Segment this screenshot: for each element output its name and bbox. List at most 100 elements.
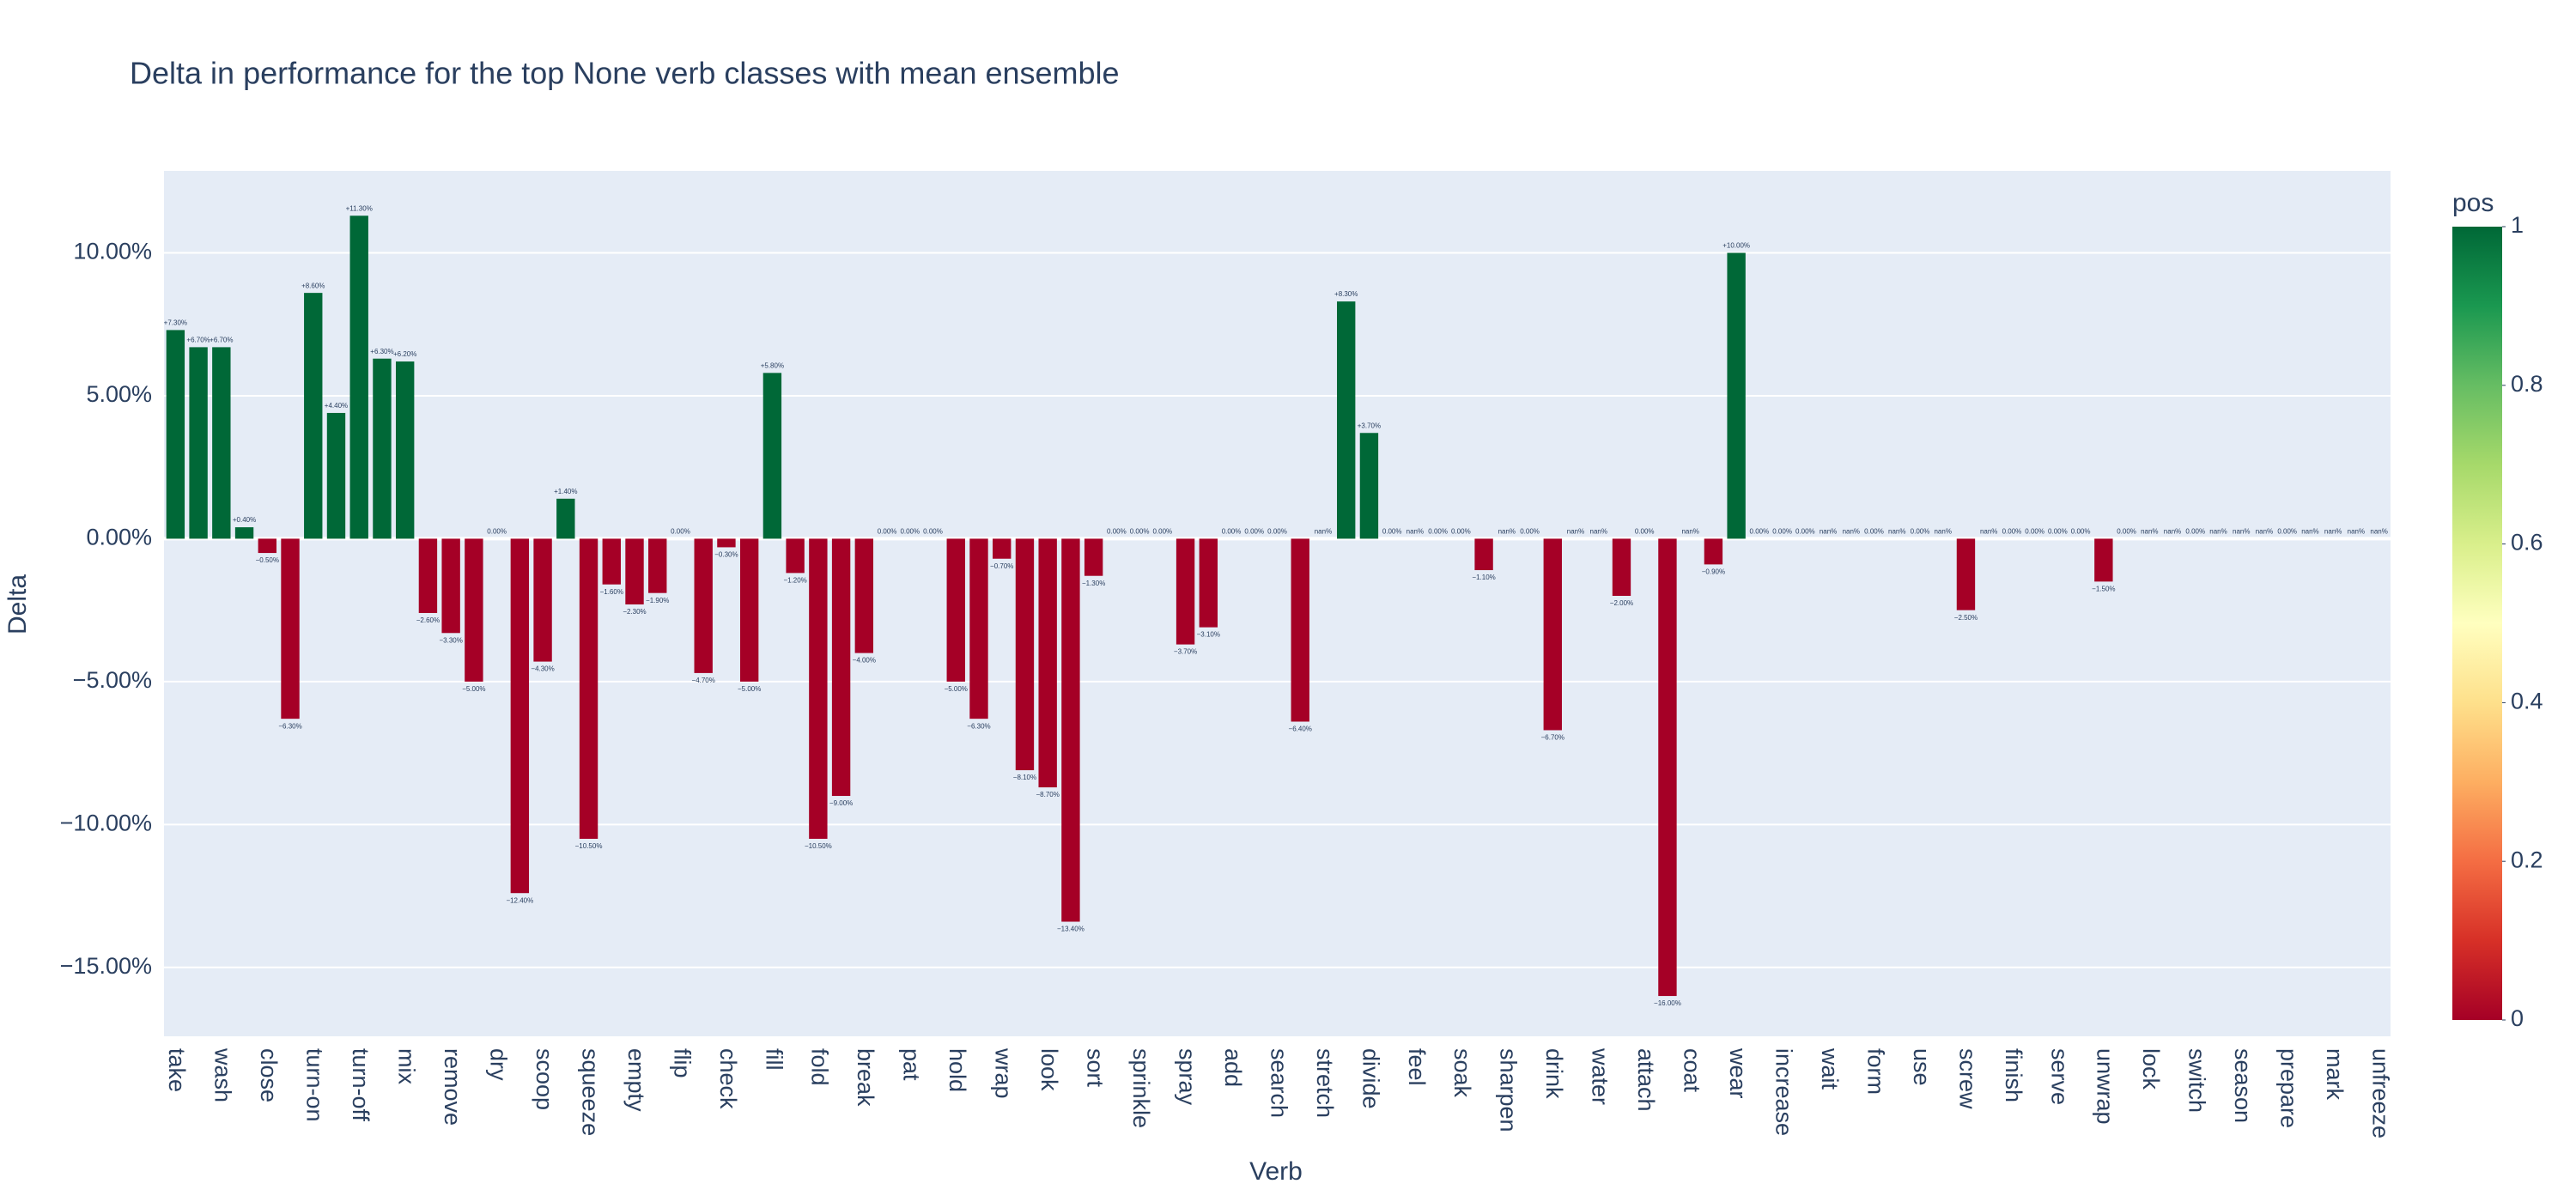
x-tick-label: dry xyxy=(485,1048,511,1081)
x-tick-label: take xyxy=(164,1048,190,1092)
value-label: −1.90% xyxy=(646,597,669,604)
bar xyxy=(234,527,254,539)
value-label: +6.30% xyxy=(370,348,393,355)
bar xyxy=(395,361,415,539)
bar xyxy=(831,538,851,797)
value-label: +11.30% xyxy=(346,204,373,212)
bar xyxy=(625,538,644,604)
bar xyxy=(1337,301,1356,539)
value-label: nan% xyxy=(2233,528,2250,536)
bar xyxy=(418,538,438,613)
value-label: 0.00% xyxy=(2025,528,2044,536)
value-label: nan% xyxy=(1980,528,1997,536)
value-label: −4.00% xyxy=(853,657,876,665)
value-label: 0.00% xyxy=(878,528,897,536)
value-label: 0.00% xyxy=(1244,528,1264,536)
bar xyxy=(465,538,483,682)
value-label: −10.50% xyxy=(805,842,832,850)
value-label: 0.00% xyxy=(1911,528,1930,536)
value-label: +3.70% xyxy=(1358,422,1381,429)
x-tick-label: coat xyxy=(1680,1048,1705,1093)
value-label: −1.30% xyxy=(1082,580,1105,587)
value-label: 0.00% xyxy=(923,528,943,536)
bar xyxy=(1359,433,1379,539)
bar xyxy=(809,538,828,839)
value-label: 0.00% xyxy=(2048,528,2068,536)
bar xyxy=(556,498,575,539)
value-label: −9.00% xyxy=(829,799,853,807)
y-tick-label: 5.00% xyxy=(86,381,152,407)
bar xyxy=(1543,538,1562,731)
bar xyxy=(281,538,300,719)
value-label: nan% xyxy=(2324,528,2342,536)
value-label: −3.70% xyxy=(1174,648,1197,656)
bar xyxy=(533,538,552,662)
value-label: −6.30% xyxy=(967,722,990,730)
value-label: −2.50% xyxy=(1954,614,1978,622)
x-tick-label: empty xyxy=(623,1048,649,1112)
value-label: −10.50% xyxy=(575,842,603,850)
value-label: nan% xyxy=(1498,528,1516,536)
x-tick-label: finish xyxy=(2001,1048,2026,1102)
value-label: nan% xyxy=(1590,528,1607,536)
bar xyxy=(1956,538,1976,610)
x-tick-label: fold xyxy=(807,1048,833,1086)
bar xyxy=(946,538,965,682)
value-label: +4.40% xyxy=(325,402,348,410)
bar xyxy=(1612,538,1631,597)
value-label: −2.60% xyxy=(416,616,440,624)
x-tick-label: sharpen xyxy=(1496,1048,1522,1132)
bar xyxy=(1176,538,1195,645)
value-label: −2.30% xyxy=(623,608,646,616)
value-label: 0.00% xyxy=(1795,528,1815,536)
x-tick-label: mark xyxy=(2322,1048,2348,1100)
bar xyxy=(1061,538,1080,922)
x-tick-label: increase xyxy=(1771,1048,1796,1136)
bar xyxy=(1015,538,1035,771)
bar xyxy=(1199,538,1218,628)
value-label: nan% xyxy=(1888,528,1905,536)
bar xyxy=(717,538,736,548)
value-label: 0.00% xyxy=(671,528,690,536)
bar xyxy=(694,538,713,673)
value-label: −1.50% xyxy=(2092,585,2115,592)
bar xyxy=(739,538,759,682)
x-tick-label: mix xyxy=(394,1048,420,1084)
value-label: +6.70% xyxy=(186,337,210,344)
value-label: −5.00% xyxy=(462,685,485,693)
value-label: −4.30% xyxy=(531,665,554,673)
value-label: 0.00% xyxy=(2002,528,2022,536)
value-label: +10.00% xyxy=(1722,242,1750,250)
value-label: 0.00% xyxy=(2117,528,2136,536)
x-tick-label: prepare xyxy=(2276,1048,2302,1128)
value-label: 0.00% xyxy=(1451,528,1471,536)
value-label: 0.00% xyxy=(1382,528,1402,536)
value-label: −16.00% xyxy=(1654,999,1681,1007)
bar xyxy=(1727,252,1746,539)
x-tick-label: serve xyxy=(2046,1048,2072,1105)
x-tick-label: soak xyxy=(1449,1048,1475,1098)
x-tick-label: screw xyxy=(1954,1048,1980,1109)
value-label: 0.00% xyxy=(2185,528,2205,536)
bar xyxy=(166,330,185,539)
value-label: −5.00% xyxy=(738,685,761,693)
x-tick-label: pat xyxy=(899,1048,925,1081)
bar xyxy=(441,538,460,634)
x-tick-label: wait xyxy=(1817,1047,1843,1090)
bar xyxy=(2094,538,2113,582)
bar xyxy=(212,347,231,539)
x-tick-label: sprinkle xyxy=(1128,1048,1154,1128)
value-label: 0.00% xyxy=(1520,528,1540,536)
bar xyxy=(648,538,667,593)
x-tick-label: water xyxy=(1588,1047,1613,1105)
value-label: 0.00% xyxy=(2277,528,2297,536)
value-label: +8.60% xyxy=(301,282,325,289)
plot-area xyxy=(164,171,2391,1036)
value-label: nan% xyxy=(2164,528,2181,536)
x-tick-label: spray xyxy=(1174,1048,1200,1106)
x-tick-label: switch xyxy=(2184,1048,2210,1113)
value-label: −0.30% xyxy=(714,551,738,559)
bar xyxy=(510,538,530,894)
value-label: −6.40% xyxy=(1289,725,1312,733)
value-label: −12.40% xyxy=(506,896,533,904)
